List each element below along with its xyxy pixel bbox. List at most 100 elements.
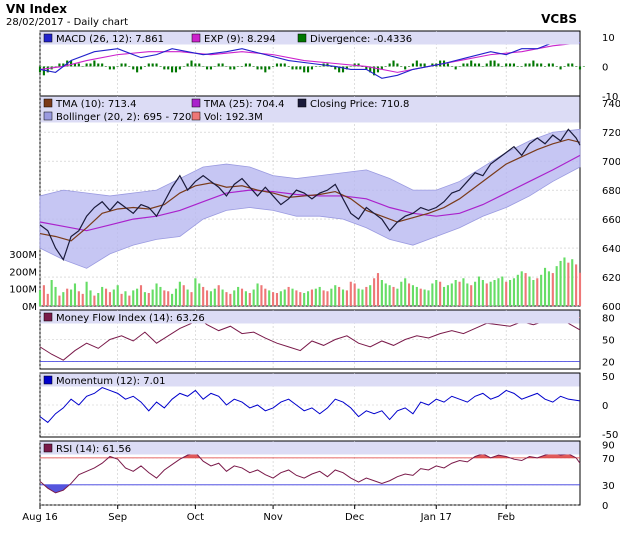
- volume-bar: [481, 280, 484, 306]
- volume-bar: [578, 272, 582, 306]
- volume-bar: [365, 286, 368, 306]
- volume-bar: [306, 291, 310, 306]
- divergence-bar: [233, 66, 236, 70]
- volume-bar: [85, 281, 88, 306]
- mom-line: [39, 386, 581, 424]
- price-legend-swatch: [191, 98, 201, 108]
- divergence-bar: [411, 63, 415, 67]
- divergence-bar: [70, 60, 73, 67]
- volume-bar: [244, 291, 247, 306]
- volume-bar: [73, 283, 77, 306]
- divergence-bar: [466, 63, 469, 67]
- divergence-bar: [178, 66, 181, 70]
- divergence-bar: [536, 63, 539, 67]
- divergence-bar: [404, 66, 407, 70]
- mfi-legend-swatch: [43, 312, 53, 322]
- divergence-bar: [237, 66, 240, 67]
- divergence-bar: [256, 66, 259, 70]
- volume-bar: [182, 285, 185, 306]
- divergence-bar: [143, 66, 146, 67]
- volume-bar: [439, 281, 442, 306]
- price-ytick-label: 740: [602, 99, 620, 110]
- divergence-bar: [159, 66, 162, 67]
- macd-legend-label: Divergence: -0.4336: [310, 34, 412, 45]
- divergence-bar: [73, 63, 77, 67]
- momentum-ytick-label: 50: [602, 372, 615, 383]
- volume-tick-label: 200M: [9, 267, 37, 278]
- volume-bar: [442, 286, 446, 306]
- volume-bar: [46, 293, 49, 306]
- volume-bar: [334, 285, 337, 306]
- volume-bar: [42, 285, 45, 306]
- divergence-bar: [446, 63, 449, 67]
- volume-bar: [268, 290, 271, 306]
- divergence-bar: [582, 66, 585, 67]
- volume-bar: [147, 293, 150, 306]
- mfi-legend-strip: [40, 310, 580, 324]
- macd-legend-strip: [40, 31, 580, 45]
- divergence-bar: [501, 66, 504, 67]
- volume-bar: [120, 293, 123, 306]
- mfi-legend-label: Money Flow Index (14): 63.26: [56, 313, 205, 324]
- volume-bar: [104, 288, 108, 306]
- divergence-bar: [89, 63, 92, 67]
- divergence-bar: [458, 66, 461, 67]
- volume-bar: [151, 289, 154, 306]
- divergence-bar: [547, 63, 550, 67]
- volume-bar: [501, 276, 504, 306]
- divergence-bar: [104, 66, 108, 67]
- divergence-bar: [540, 63, 543, 67]
- divergence-bar: [559, 66, 562, 70]
- volume-bar: [361, 289, 364, 306]
- volume-bar: [186, 289, 189, 306]
- divergence-bar: [524, 63, 527, 67]
- volume-bar: [446, 285, 449, 306]
- momentum-legend-swatch: [43, 375, 53, 385]
- volume-bar: [116, 285, 119, 306]
- volume-bar: [252, 289, 255, 306]
- divergence-bar: [275, 63, 279, 67]
- divergence-bar: [365, 66, 368, 70]
- divergence-bar: [373, 66, 376, 76]
- divergence-bar: [46, 66, 49, 73]
- volume-bar: [516, 274, 519, 306]
- volume-bar: [163, 290, 166, 306]
- divergence-bar: [462, 63, 465, 67]
- divergence-bar: [225, 66, 228, 67]
- price-legend-swatch: [43, 98, 53, 108]
- price-ytick-label: 640: [602, 244, 620, 255]
- volume-bar: [485, 283, 488, 306]
- divergence-bar: [58, 63, 61, 67]
- divergence-bar: [287, 66, 290, 67]
- divergence-bar: [575, 66, 578, 67]
- divergence-bar: [345, 66, 348, 70]
- volume-bar: [547, 271, 550, 306]
- mfi-ytick-label: 50: [602, 336, 615, 347]
- volume-bar: [524, 273, 527, 306]
- rsi-ytick-label: 90: [602, 440, 615, 451]
- volume-bar: [427, 290, 430, 306]
- volume-bar: [139, 285, 143, 306]
- divergence-bar: [532, 60, 535, 67]
- divergence-bar: [128, 66, 131, 67]
- volume-bar: [291, 288, 294, 306]
- volume-bar: [408, 283, 411, 306]
- macd-legend-label: MACD (26, 12): 7.861: [56, 34, 164, 45]
- volume-bar: [419, 288, 422, 306]
- momentum-panel: 50 0 -50 Momentum (12): 7.01: [39, 372, 618, 441]
- price-legend-label: Closing Price: 710.8: [310, 99, 409, 110]
- volume-bar: [532, 280, 535, 306]
- divergence-bar: [174, 66, 178, 73]
- divergence-bar: [310, 66, 314, 70]
- macd-legend-swatch: [297, 33, 307, 43]
- divergence-bar: [318, 66, 321, 67]
- volume-bar: [194, 278, 197, 306]
- price-legend-strip: [40, 109, 580, 123]
- divergence-bar: [81, 66, 84, 67]
- x-tick-label: Jan 17: [420, 512, 452, 523]
- divergence-bar: [139, 66, 143, 70]
- divergence-bar: [477, 63, 481, 67]
- macd-panel: 10 0 -10 MACD (26, 12): 7.861 EXP (9): 8.294…: [38, 30, 618, 103]
- volume-bar: [303, 293, 306, 306]
- price-legend-swatch: [191, 111, 201, 121]
